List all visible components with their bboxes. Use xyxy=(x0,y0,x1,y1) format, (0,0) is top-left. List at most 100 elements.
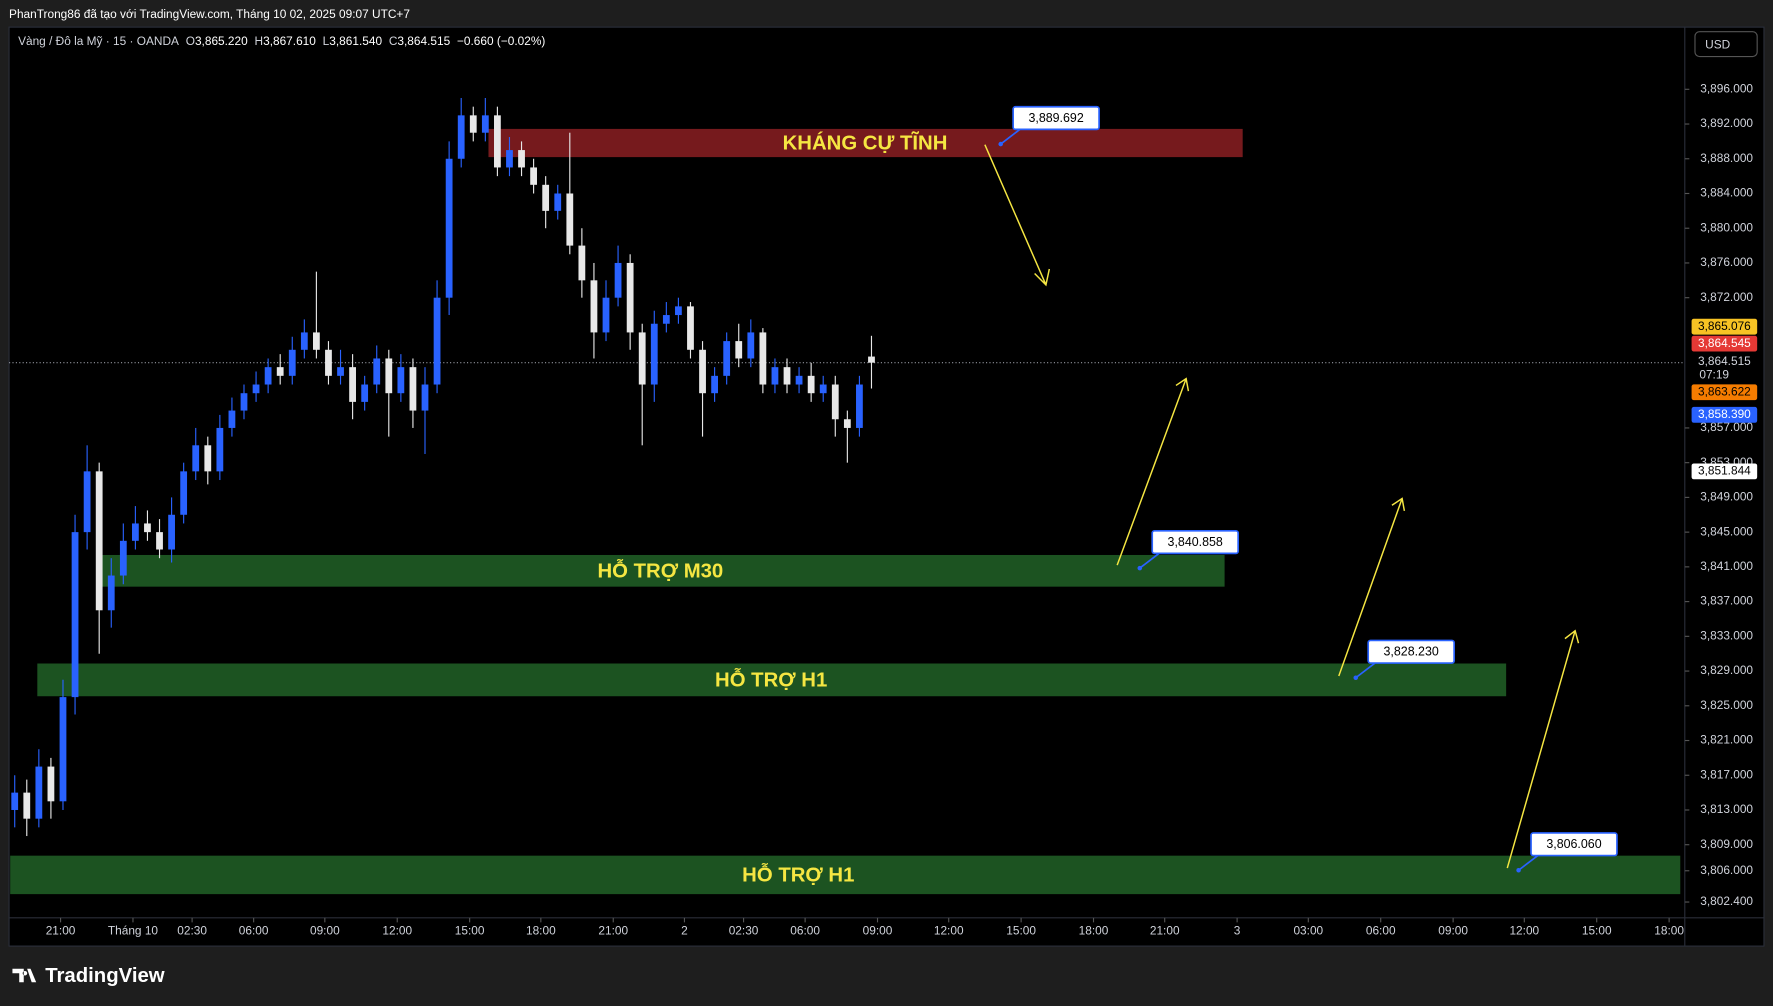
candle-body xyxy=(542,184,550,211)
x-tick-label: 06:00 xyxy=(790,924,820,938)
candle-body xyxy=(337,367,344,376)
y-tick-label: 3,849.000 xyxy=(1700,490,1753,504)
x-tick-label: 09:00 xyxy=(310,924,340,938)
candle-body xyxy=(192,445,200,472)
candle-body xyxy=(626,262,634,333)
price-tag xyxy=(1691,318,1758,335)
ohlc-key: O xyxy=(186,34,195,48)
y-tick-label: 3,872.000 xyxy=(1700,290,1753,304)
x-tick-label: 21:00 xyxy=(46,924,76,938)
candle-body xyxy=(349,367,356,402)
zone-label: HỖ TRỢ H1 xyxy=(715,667,827,691)
arrow xyxy=(1506,629,1580,869)
y-tick-label: 3,884.000 xyxy=(1700,186,1753,200)
callout-pointer xyxy=(1518,854,1539,871)
brand-logo xyxy=(12,968,37,983)
brand: TradingView xyxy=(45,965,165,987)
y-tick-label: 3,896.000 xyxy=(1700,81,1753,95)
candle-body xyxy=(119,540,127,576)
zone xyxy=(488,128,1243,158)
ohlc-value: 3,864.515 xyxy=(397,34,450,48)
candle-body xyxy=(83,471,91,533)
arrow xyxy=(984,144,1051,287)
callout-pointer xyxy=(1355,662,1376,679)
candle-body xyxy=(397,367,405,394)
y-tick-label: 3,876.000 xyxy=(1700,255,1753,269)
ohlc-key: L xyxy=(323,34,330,48)
candle-body xyxy=(11,792,19,810)
y-tick-label: 3,833.000 xyxy=(1700,628,1753,642)
y-tick-label: 3,821.000 xyxy=(1700,733,1753,747)
x-tick-label: 21:00 xyxy=(598,924,628,938)
callout-box xyxy=(1530,832,1618,857)
y-tick-label: 3,837.000 xyxy=(1700,594,1753,608)
candle-body xyxy=(699,349,706,394)
x-tick-label: 15:00 xyxy=(1582,924,1612,938)
currency-button[interactable] xyxy=(1694,31,1758,58)
x-tick-label: 09:00 xyxy=(863,924,893,938)
candle-body xyxy=(131,523,139,541)
legend: Vàng / Đô la Mỹ · 15 · OANDA O3,865.220 H3… xyxy=(18,34,545,48)
candle-body xyxy=(650,323,658,385)
candle-body xyxy=(445,158,453,298)
zone-label: HỖ TRỢ H1 xyxy=(742,862,854,886)
y-tick-label: 3,813.000 xyxy=(1700,802,1753,816)
callout-box xyxy=(1151,529,1240,555)
x-tick-label: 02:30 xyxy=(177,924,207,938)
candle-body xyxy=(590,280,598,333)
candle-body xyxy=(228,410,236,428)
candle-body xyxy=(421,384,429,411)
plot: KHÁNG CỰ TĨNH HỖ TRỢ M30 HỖ TRỢ H1 HỖ TRỢ H… xyxy=(9,81,1758,938)
x-tick-label: Tháng 10 xyxy=(108,924,159,938)
candle-body xyxy=(216,427,224,472)
candle-body xyxy=(771,367,779,385)
candle-body xyxy=(735,341,743,359)
callout-box xyxy=(1012,105,1100,131)
candle-body xyxy=(795,375,803,385)
candle-body xyxy=(204,445,212,472)
candle-body xyxy=(47,766,55,802)
y-tick-label: 3,806.000 xyxy=(1700,863,1753,877)
ohlc-value: 3,867.610 xyxy=(263,34,316,48)
zone-label: HỖ TRỢ M30 xyxy=(597,558,723,582)
candle-body xyxy=(180,471,188,515)
price-tag-label: 3,863.622 xyxy=(1698,384,1751,398)
candle-body xyxy=(843,419,851,428)
zone-label: KHÁNG CỰ TĨNH xyxy=(783,132,948,155)
candle-body xyxy=(614,262,622,298)
candle-body xyxy=(361,384,369,402)
y-tick-label: 3,857.000 xyxy=(1700,420,1753,434)
price-tag-label: 3,851.844 xyxy=(1698,463,1751,477)
candle-body xyxy=(71,532,79,698)
candle-body xyxy=(566,193,574,246)
x-tick-label: 12:00 xyxy=(1509,924,1539,938)
candle-body xyxy=(530,167,537,185)
y-tick-label: 3,809.000 xyxy=(1700,837,1753,851)
callout-label: 3,840.858 xyxy=(1168,535,1223,549)
x-tick-label: 18:00 xyxy=(1654,924,1684,938)
y-tick-label: 3,892.000 xyxy=(1700,116,1753,130)
candle-body xyxy=(662,315,670,324)
candle-body xyxy=(856,384,863,428)
y-tick-label: 3,841.000 xyxy=(1700,559,1753,573)
price-tag-label: 3,865.076 xyxy=(1698,319,1751,333)
candle-body xyxy=(831,384,839,420)
pane xyxy=(8,26,1765,947)
ohlc-value: 3,865.220 xyxy=(195,34,248,48)
zone xyxy=(37,663,1507,697)
y-tick-label: 3,817.000 xyxy=(1700,767,1753,781)
candle-body xyxy=(747,332,755,359)
candle-body xyxy=(288,349,296,376)
price-tag xyxy=(1691,406,1758,423)
price-tag-label: 3,858.390 xyxy=(1698,407,1751,421)
candle-body xyxy=(144,523,151,533)
callout-box xyxy=(1367,639,1455,664)
price-tag-label: 3,864.545 xyxy=(1698,336,1751,350)
candle-body xyxy=(638,332,646,385)
arrows xyxy=(984,144,1580,869)
x-tick-label: 15:00 xyxy=(1006,924,1036,938)
candle-body xyxy=(95,471,103,611)
candle-body xyxy=(373,358,381,385)
y-tick-label: 3,825.000 xyxy=(1700,698,1753,712)
